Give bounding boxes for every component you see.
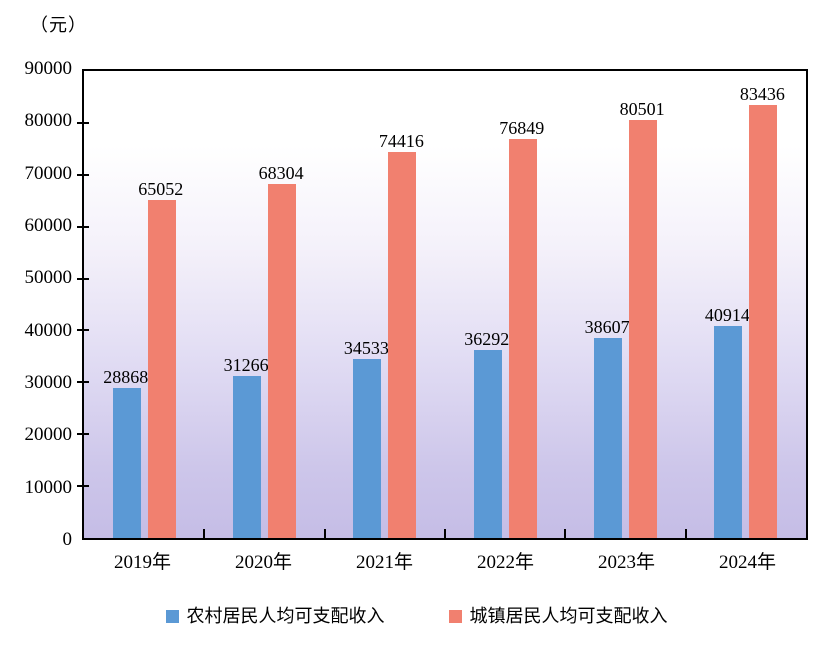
legend-item: 城镇居民人均可支配收入	[448, 604, 668, 628]
x-axis-label: 2019年	[113, 552, 171, 573]
bar-value-label: 80501	[619, 99, 665, 120]
bar-series-1: 74416	[379, 132, 424, 538]
bar-value-label: 40914	[704, 304, 750, 325]
x-axis-tick	[203, 529, 206, 538]
x-axis-labels: 2019年 2020年 2021年 2022年 2023年 2024年	[82, 551, 808, 575]
bar-series-0: 28868	[103, 368, 148, 538]
bar-value-label: 38607	[584, 316, 630, 337]
y-axis-label: 10000	[24, 476, 73, 498]
y-axis-label: 90000	[24, 58, 73, 79]
bar-value-label: 68304	[258, 162, 304, 183]
y-axis-label: 40000	[24, 319, 73, 341]
legend-label: 农村居民人均可支配收入	[186, 606, 385, 626]
plot-area: 28868 65052 31266 68304 34533 74416 36292 76849…	[77, 69, 808, 540]
bar-group: 36292 76849	[445, 71, 565, 538]
bar-series-0: 34533	[344, 339, 389, 538]
y-axis-unit-label: （元）	[30, 15, 87, 35]
y-axis-tick	[77, 329, 89, 332]
bar-value-label: 34533	[343, 337, 389, 358]
y-axis-tick	[77, 433, 89, 436]
bar-group: 34533 74416	[325, 71, 445, 538]
bar-value-label: 76849	[499, 118, 545, 139]
x-axis-label: 2021年	[355, 552, 413, 573]
y-axis-label: 80000	[24, 110, 73, 132]
bar-groups: 28868 65052 31266 68304 34533 74416 36292 76849…	[84, 71, 806, 538]
bar-group: 38607 80501	[565, 71, 685, 538]
y-axis-label: 30000	[24, 372, 73, 393]
x-axis-label: 2023年	[597, 552, 655, 573]
bar-series-1: 76849	[499, 119, 544, 538]
x-axis-tick	[564, 529, 567, 538]
legend-swatch-icon	[165, 609, 179, 623]
x-axis-label: 2022年	[476, 552, 534, 573]
bar-value-label: 65052	[138, 179, 184, 200]
x-axis-label: 2024年	[718, 552, 776, 573]
legend-swatch-icon	[448, 609, 462, 623]
bar-series-0: 40914	[705, 306, 750, 538]
bar-value-label: 28868	[103, 367, 149, 388]
bar-group: 31266 68304	[204, 71, 324, 538]
legend-item: 农村居民人均可支配收入	[165, 604, 385, 628]
y-axis-label: 50000	[24, 267, 73, 289]
bar-value-label: 83436	[739, 84, 785, 105]
bar-series-0: 36292	[464, 330, 509, 538]
bar-value-label: 31266	[223, 354, 269, 375]
bar-series-1: 65052	[138, 180, 183, 538]
bar-value-label: 36292	[464, 328, 510, 349]
bar-group: 28868 65052	[84, 71, 204, 538]
x-axis-tick	[444, 529, 446, 538]
y-axis-tick	[77, 485, 89, 488]
y-axis-tick	[77, 173, 89, 176]
y-axis-label: 70000	[24, 162, 73, 184]
legend: 农村居民人均可支配收入 城镇居民人均可支配收入	[0, 604, 833, 628]
x-axis-tick	[684, 529, 687, 538]
bar-value-label: 74416	[378, 130, 424, 151]
y-axis-tick	[77, 381, 89, 384]
y-axis-tick	[77, 277, 89, 280]
bar-series-1: 83436	[740, 85, 785, 538]
x-axis-label: 2020年	[234, 552, 292, 573]
y-axis-tick	[77, 121, 89, 124]
bar-group: 40914 83436	[686, 71, 806, 538]
bar-series-0: 31266	[224, 356, 269, 538]
y-axis-labels: 0 10000 20000 30000 40000 50000 60000 70000 8000…	[0, 0, 73, 649]
legend-label: 城镇居民人均可支配收入	[469, 606, 668, 626]
y-axis-label: 20000	[24, 424, 73, 446]
bar-series-1: 80501	[620, 100, 665, 538]
bar-series-1: 68304	[259, 164, 304, 538]
y-axis-label: 0	[62, 529, 73, 550]
bar-series-0: 38607	[585, 318, 630, 538]
y-axis-label: 60000	[24, 215, 73, 236]
x-axis-tick	[323, 529, 326, 538]
y-axis-tick	[77, 225, 89, 228]
